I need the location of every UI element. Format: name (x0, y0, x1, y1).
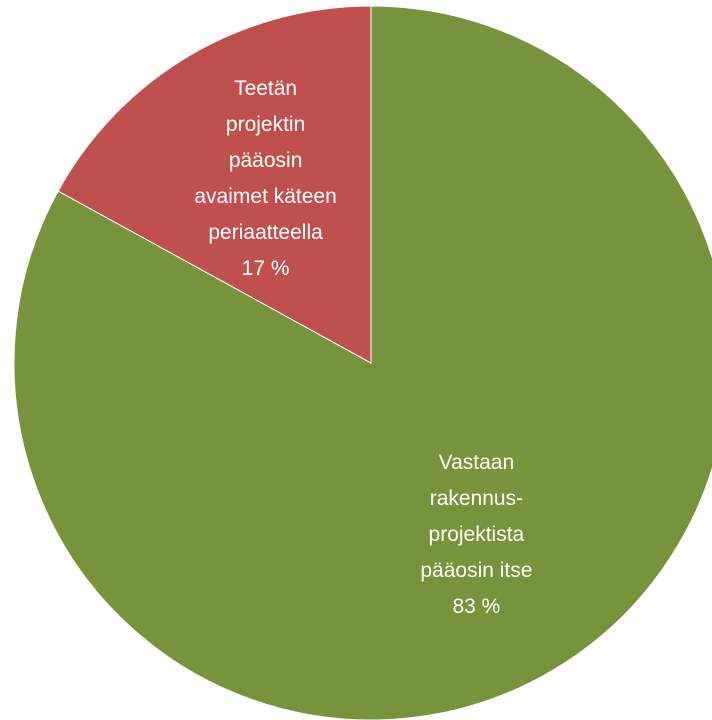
value-label: 83 % (452, 595, 500, 618)
pie-slice (13, 5, 712, 720)
label-line: pääosin (229, 149, 303, 172)
label-line: rakennus- (430, 487, 523, 510)
label-line: pääosin itse (420, 559, 532, 582)
label-line: projektin (226, 113, 305, 136)
label-line: periaatteella (208, 221, 323, 244)
value-label: 17 % (242, 257, 290, 280)
label-line: avaimet käteen (194, 185, 336, 208)
label-line: projektista (429, 523, 525, 546)
label-line: Vastaan (439, 451, 515, 474)
slice-label: Vastaan rakennus-projektista pääosin itse (420, 451, 532, 582)
slice-label: Teetän projektin pääosin avaimet käteen peri… (194, 77, 336, 244)
pie-slice (57, 5, 372, 364)
label-line: Teetän (234, 77, 297, 100)
